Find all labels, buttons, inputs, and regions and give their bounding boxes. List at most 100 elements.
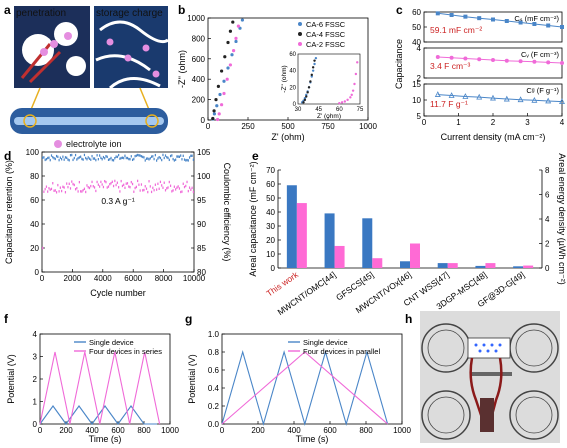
data-point xyxy=(134,186,136,190)
inset-data-point xyxy=(346,98,349,102)
data-point xyxy=(180,154,182,157)
y-tick-label: 0.8 xyxy=(208,348,220,357)
inset-data-point xyxy=(303,98,307,102)
data-point xyxy=(126,156,129,160)
ion-dot xyxy=(64,32,72,40)
inset-data-point xyxy=(307,86,311,89)
x-tick-label: 500 xyxy=(281,122,295,131)
seal-logo xyxy=(515,329,553,367)
inset-y-tick-label: 60 xyxy=(289,52,296,58)
data-point xyxy=(449,13,454,17)
data-point xyxy=(97,183,99,186)
data-point xyxy=(504,58,509,63)
data-point xyxy=(435,55,440,59)
data-point xyxy=(161,184,163,187)
y-tick-label: 1 xyxy=(33,398,38,407)
data-point xyxy=(42,156,44,159)
data-point xyxy=(491,58,495,62)
panel-label-d: d xyxy=(4,149,11,163)
data-point xyxy=(111,158,113,162)
annotation-current: 0.3 A g⁻¹ xyxy=(101,196,134,206)
inset-data-point xyxy=(302,101,305,104)
data-point xyxy=(118,186,120,189)
data-point xyxy=(69,187,72,190)
led-dot xyxy=(494,349,498,353)
y-tick-label-right: 85 xyxy=(197,244,206,253)
data-point xyxy=(216,84,220,88)
bar-capacitance xyxy=(513,266,524,268)
data-point xyxy=(173,159,175,162)
y-tick-label: 0.0 xyxy=(208,420,220,429)
data-point xyxy=(130,155,132,158)
y-axis-label: Capacitance xyxy=(394,39,404,89)
data-point xyxy=(131,182,134,186)
zoom-circle xyxy=(145,114,159,128)
y-tick-label: 30 xyxy=(266,222,275,231)
data-point xyxy=(191,154,193,157)
y-axis-label: Areal capacitance (mF cm⁻²) xyxy=(248,161,258,276)
y-tick-label: 3 xyxy=(33,353,38,362)
data-point xyxy=(148,180,150,183)
data-point xyxy=(145,157,148,160)
data-point xyxy=(234,39,238,44)
chart-e: 0 10 20 30 40 50 60 70 0 2 4 6 8 Areal capacitance (m… xyxy=(248,153,567,317)
data-point xyxy=(71,153,73,157)
seal-logo xyxy=(421,390,471,440)
data-point xyxy=(48,156,50,159)
data-point xyxy=(166,156,168,159)
data-point xyxy=(61,158,63,161)
data-point xyxy=(107,185,110,188)
data-point xyxy=(114,157,116,160)
data-point xyxy=(43,156,45,159)
inset-y-tick-label: 0 xyxy=(293,102,297,108)
data-point xyxy=(192,158,194,161)
panel-label-b: b xyxy=(178,3,185,17)
data-point xyxy=(157,157,159,160)
legend-label: Four devices in series xyxy=(89,347,162,356)
data-point xyxy=(125,182,127,185)
data-point xyxy=(124,186,126,190)
y-tick-label-right: 90 xyxy=(197,220,206,229)
data-point xyxy=(90,158,92,161)
data-point xyxy=(73,156,75,160)
data-point xyxy=(87,186,89,189)
x-tick-label: 0 xyxy=(422,118,427,127)
data-point xyxy=(560,61,564,65)
x-axis-label: Z' (ohm) xyxy=(271,132,304,142)
y-tick-label: 40 xyxy=(412,38,421,47)
data-point xyxy=(134,154,136,158)
x-tick-label: 200 xyxy=(59,426,73,435)
data-point xyxy=(55,154,58,158)
data-point xyxy=(126,182,129,185)
legend-label: Cᵍ (F g⁻¹) xyxy=(526,86,559,95)
data-point xyxy=(144,185,146,188)
data-point xyxy=(72,158,74,162)
ion-dot xyxy=(152,70,160,78)
led-dot xyxy=(474,343,478,347)
data-point xyxy=(476,93,483,100)
inset-data-point xyxy=(313,59,316,62)
data-point xyxy=(162,186,164,189)
data-point xyxy=(154,183,156,186)
data-point xyxy=(128,157,130,161)
y-axis-label: Potential (V) xyxy=(6,354,16,404)
x-tick-label: 2 xyxy=(491,118,496,127)
panel-label-c: c xyxy=(396,3,403,17)
bar-capacitance xyxy=(362,218,373,268)
y-tick-label: 10 xyxy=(412,96,421,105)
data-point xyxy=(123,156,125,160)
data-point xyxy=(222,79,226,83)
x-tick-label: 2000 xyxy=(64,274,82,283)
data-point xyxy=(121,156,124,159)
data-point xyxy=(143,188,145,192)
inset-y-tick-label: 20 xyxy=(289,85,296,91)
legend-label: CA-4 FSSC xyxy=(306,30,346,39)
panel-h-photo xyxy=(420,311,560,443)
data-point xyxy=(45,185,48,188)
data-point xyxy=(66,182,68,185)
y-tick-label-right: 105 xyxy=(197,148,211,157)
data-point xyxy=(150,155,153,158)
data-point xyxy=(190,154,192,158)
data-point xyxy=(74,188,77,191)
